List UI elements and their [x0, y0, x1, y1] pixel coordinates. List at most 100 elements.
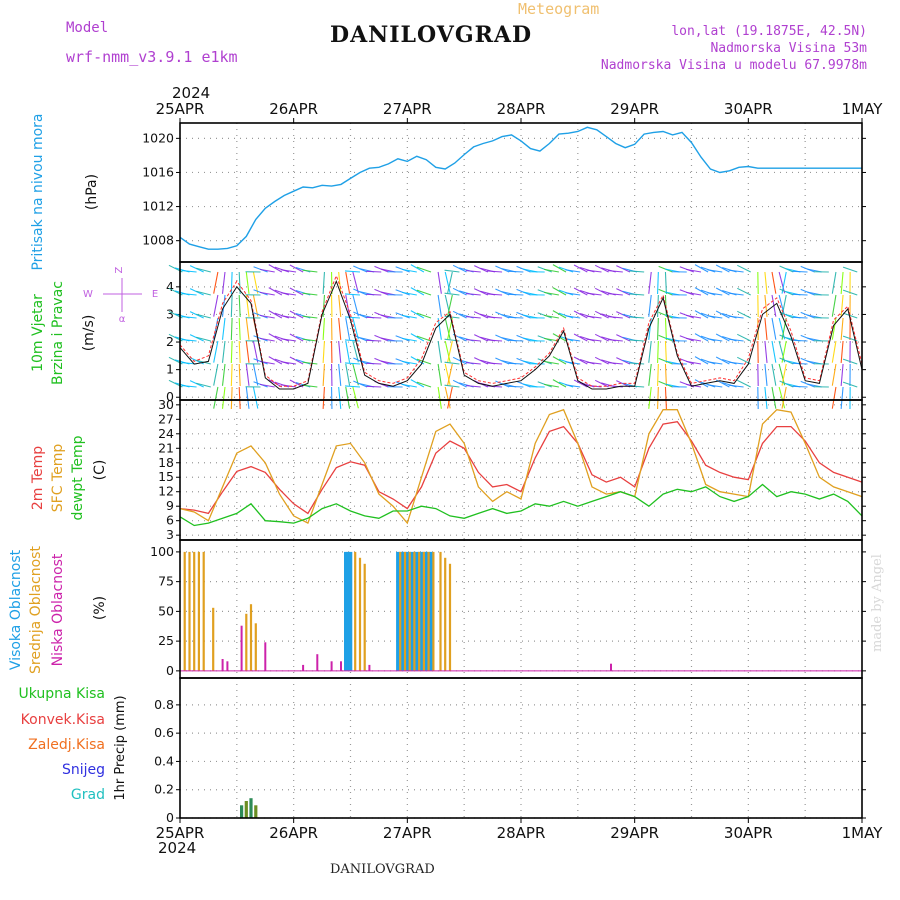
wind-arrow	[831, 386, 837, 409]
wind-arrow	[437, 340, 442, 363]
wind-arrow	[322, 317, 326, 340]
wind-arrow	[410, 333, 425, 342]
wind-arrow	[565, 292, 581, 296]
wind-arrow	[764, 294, 768, 317]
meteogram-title: Meteogram	[518, 0, 600, 18]
wind-arrow	[238, 340, 241, 364]
high-cloud-axis-title: Visoka Oblacnost	[8, 549, 24, 670]
wind-arrow	[629, 316, 645, 319]
wind-arrow	[648, 317, 652, 340]
mid-cloud-bar	[427, 551, 430, 671]
wind-arrow	[778, 271, 786, 294]
high-cloud-bar	[400, 551, 405, 671]
pressure-grid: 1008 1012 1016 1020	[142, 123, 866, 262]
precip-ytick-label: 0.6	[154, 725, 174, 740]
wind-arrow	[366, 293, 382, 296]
mid-cloud-bar	[249, 604, 253, 671]
wind-arrow	[221, 340, 226, 363]
wind-unit: (m/s)	[81, 315, 97, 352]
year-top: 2024	[172, 84, 211, 102]
wind-arrow	[444, 363, 451, 386]
wind-arrow	[508, 270, 524, 273]
cloud-ytick-label: 50	[158, 603, 174, 618]
wind-arrow	[728, 384, 744, 388]
wind-arrow	[447, 386, 453, 409]
wind-arrow	[444, 340, 451, 363]
wind-arrow	[345, 340, 351, 363]
wind-arrow	[352, 317, 359, 340]
mid-cloud-bar	[399, 551, 402, 671]
temperature-ytick-label: 24	[158, 426, 174, 441]
precip-legend-item: Zaledj.Kisa	[28, 737, 105, 753]
precip-frame	[179, 677, 863, 819]
wind-arrow	[338, 363, 342, 386]
wind-arrow	[573, 379, 588, 388]
wind-arrow	[345, 386, 351, 409]
wind-arrow	[238, 294, 241, 318]
wind-axis-title: 10m Vjetar	[30, 294, 46, 372]
xtick-label-top: 28APR	[497, 100, 546, 118]
wind-arrow	[764, 363, 768, 386]
wind-arrow	[487, 339, 503, 342]
wind-arrow	[252, 340, 259, 363]
wind-arrow	[594, 264, 609, 273]
wind-ytick-label: 1	[166, 362, 174, 377]
low-cloud-bars	[221, 625, 612, 671]
mid-cloud-bar	[363, 563, 366, 671]
xtick-label-bottom: 30APR	[724, 824, 773, 842]
wind-arrow	[465, 362, 481, 365]
wind-arrow	[230, 363, 233, 387]
wind-arrow	[771, 386, 777, 409]
precip-legend-item: Konvek.Kisa	[21, 712, 105, 728]
wind-arrow	[252, 294, 259, 317]
wind-arrow	[444, 292, 460, 296]
mid-cloud-bar	[245, 613, 248, 671]
wind-arrow	[465, 385, 481, 388]
low-cloud-axis-title: Niska Oblacnost	[50, 553, 66, 666]
high-cloud-bar	[415, 551, 419, 671]
wind-arrow	[268, 264, 283, 273]
wind-arrow	[416, 381, 432, 388]
low-cloud-bar	[368, 664, 371, 671]
wind-arrow	[657, 386, 659, 410]
wind-arrow	[840, 386, 844, 409]
wind-arrow	[259, 314, 275, 319]
wind-arrow	[259, 383, 275, 388]
wind-arrow	[607, 362, 623, 365]
wind-arrow	[238, 363, 241, 387]
wind-arrow	[664, 317, 667, 341]
wind-arrow	[657, 317, 659, 341]
cloud-ytick-label: 0	[166, 663, 174, 678]
lonlat-text: lon,lat (19.1875E, 42.5N)	[671, 24, 867, 39]
low-cloud-bar	[226, 661, 229, 671]
precip-ytick-label: 0.4	[154, 753, 174, 768]
wind-arrow	[352, 340, 359, 363]
wind-arrow	[544, 291, 559, 296]
wind-arrow	[401, 314, 417, 319]
mid-cloud-bar	[444, 557, 447, 671]
wind-arrow	[245, 271, 250, 294]
wind-arrow	[594, 333, 609, 342]
wind-arrow	[728, 361, 744, 365]
mid-cloud-bar	[358, 557, 362, 671]
precip-legend-item: Ukupna Kisa	[18, 686, 105, 702]
xtick-label-bottom: 25APR	[156, 824, 205, 842]
wind-arrow	[437, 294, 442, 317]
wind-arrow	[401, 360, 417, 365]
high-cloud-bar	[348, 551, 353, 671]
wind-arrow	[573, 356, 588, 365]
wind-arrow	[594, 356, 609, 365]
wind-arrow	[707, 269, 723, 273]
wind-arrow	[245, 386, 250, 409]
temperature-ytick-label: 6	[166, 513, 174, 528]
wind-arrow	[840, 317, 844, 340]
wind-arrow	[657, 363, 659, 387]
wind-arrow	[778, 340, 786, 363]
wind-arrow	[344, 316, 361, 319]
wind-arrow	[664, 386, 667, 410]
low-cloud-bar	[316, 654, 319, 671]
wind-arrow	[289, 333, 304, 342]
wind-arrow	[345, 317, 351, 340]
wind-arrow	[552, 356, 567, 365]
